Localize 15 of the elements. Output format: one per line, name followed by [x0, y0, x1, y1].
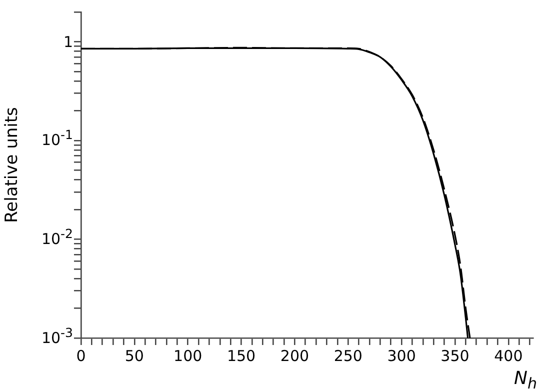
x-tick-label: 50 [124, 346, 144, 365]
y-axis-title: Relative units [2, 107, 22, 223]
x-tick-label: 300 [387, 346, 416, 365]
x-tick-label: 0 [76, 346, 86, 365]
y-tick-label: 1 [63, 32, 73, 52]
y-tick-label: 10$^{-3}$ [41, 325, 73, 348]
x-tick-label: 350 [440, 346, 470, 365]
x-axis-title: N$_{h}$ [514, 368, 537, 391]
x-tick-label: 100 [174, 346, 202, 365]
x-tick-label: 400 [494, 346, 523, 365]
x-tick-label: 150 [226, 346, 256, 365]
x-tick-label: 250 [334, 346, 362, 365]
y-tick-label: 10$^{-1}$ [41, 127, 73, 150]
x-tick-label: 200 [280, 346, 310, 365]
y-tick-label: 10$^{-2}$ [41, 226, 73, 250]
